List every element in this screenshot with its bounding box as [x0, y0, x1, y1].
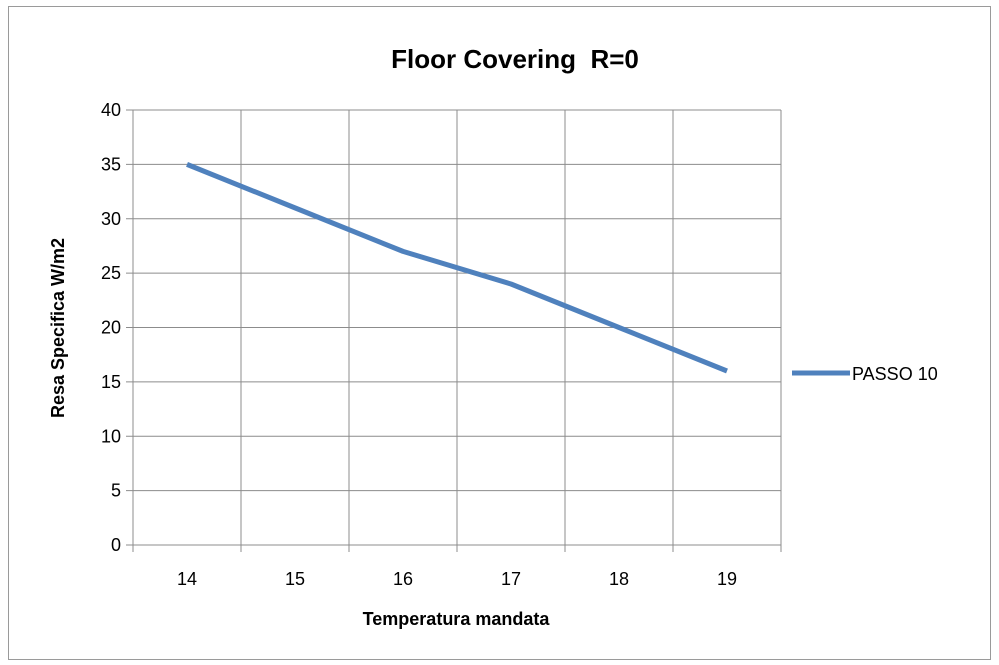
gridlines: [133, 109, 782, 545]
y-tick-label: 15: [101, 372, 121, 392]
chart-title: Floor Covering R=0: [391, 44, 639, 74]
chart-border: [8, 6, 991, 660]
x-tick-label: 17: [501, 569, 521, 589]
axes: [126, 109, 782, 552]
y-tick-label: 5: [111, 481, 121, 501]
y-tick-label: 35: [101, 154, 121, 174]
series-line: [186, 162, 728, 374]
y-tick-label: 0: [111, 535, 121, 555]
legend-label: PASSO 10: [852, 364, 938, 384]
x-tick-label: 18: [609, 569, 629, 589]
tick-labels: 0 5 10 15 20 25 30 35 40 14 15 16 17 18 19: [101, 100, 737, 589]
x-tick-label: 16: [393, 569, 413, 589]
y-tick-label: 40: [101, 100, 121, 120]
legend: PASSO 10: [792, 364, 938, 384]
x-tick-label: 19: [717, 569, 737, 589]
x-tick-label: 14: [177, 569, 197, 589]
y-axis-title: Resa Specifica W/m2: [48, 238, 68, 418]
series-layer: [186, 162, 728, 374]
y-tick-label: 25: [101, 263, 121, 283]
y-tick-label: 20: [101, 318, 121, 338]
y-tick-label: 30: [101, 209, 121, 229]
x-axis-title: Temperatura mandata: [363, 609, 551, 629]
x-tick-label: 15: [285, 569, 305, 589]
y-tick-label: 10: [101, 426, 121, 446]
